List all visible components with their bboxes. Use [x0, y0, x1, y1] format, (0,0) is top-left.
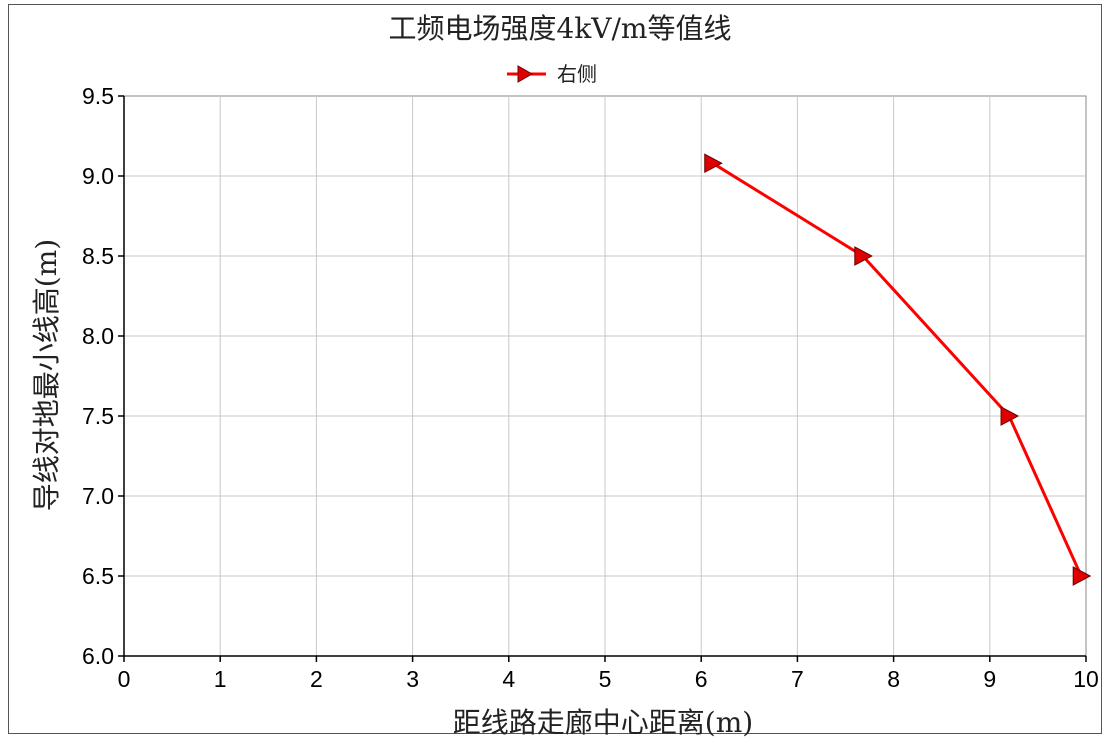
x-tick-label: 6 [695, 666, 708, 692]
axes [118, 95, 1087, 662]
legend: 右侧 [507, 62, 597, 86]
y-tick-label: 7.0 [82, 483, 114, 509]
y-tick-label: 8.0 [82, 323, 114, 349]
x-tick-label: 4 [502, 666, 515, 692]
x-tick-label: 7 [791, 666, 804, 692]
plot-series [704, 153, 1092, 586]
legend-marker-icon [517, 65, 534, 83]
x-tick-label: 3 [406, 666, 419, 692]
legend-label: 右侧 [557, 62, 597, 86]
x-axis-label: 距线路走廊中心距离(m) [453, 706, 753, 739]
x-tick-label: 10 [1073, 666, 1099, 692]
x-tick-label: 0 [118, 666, 131, 692]
data-point-marker [854, 246, 873, 266]
series-line [711, 161, 1083, 577]
x-tick-label: 2 [310, 666, 323, 692]
grid-lines [123, 95, 1087, 657]
tick-labels: 0 1 2 3 4 5 6 7 8 9 10 6.0 6.5 7.0 7.5 8.0 8.5 9.0 9.5 [82, 83, 1099, 692]
y-tick-label: 6.5 [82, 563, 114, 589]
x-tick-label: 8 [887, 666, 900, 692]
x-tick-label: 9 [983, 666, 996, 692]
x-tick-label: 5 [599, 666, 612, 692]
y-tick-label: 6.0 [82, 643, 114, 669]
data-point-marker [1000, 406, 1020, 426]
chart-title: 工频电场强度4kV/m等值线 [389, 12, 732, 45]
data-point-marker [704, 153, 723, 174]
y-tick-label: 7.5 [82, 403, 114, 429]
y-tick-label: 9.0 [82, 163, 114, 189]
y-tick-label: 8.5 [82, 243, 114, 269]
data-point-marker [1072, 566, 1092, 586]
y-tick-label: 9.5 [82, 83, 114, 109]
chart-frame [8, 4, 1102, 734]
y-axis-label: 导线对地最小线高(m) [30, 239, 63, 511]
x-tick-label: 1 [214, 666, 227, 692]
